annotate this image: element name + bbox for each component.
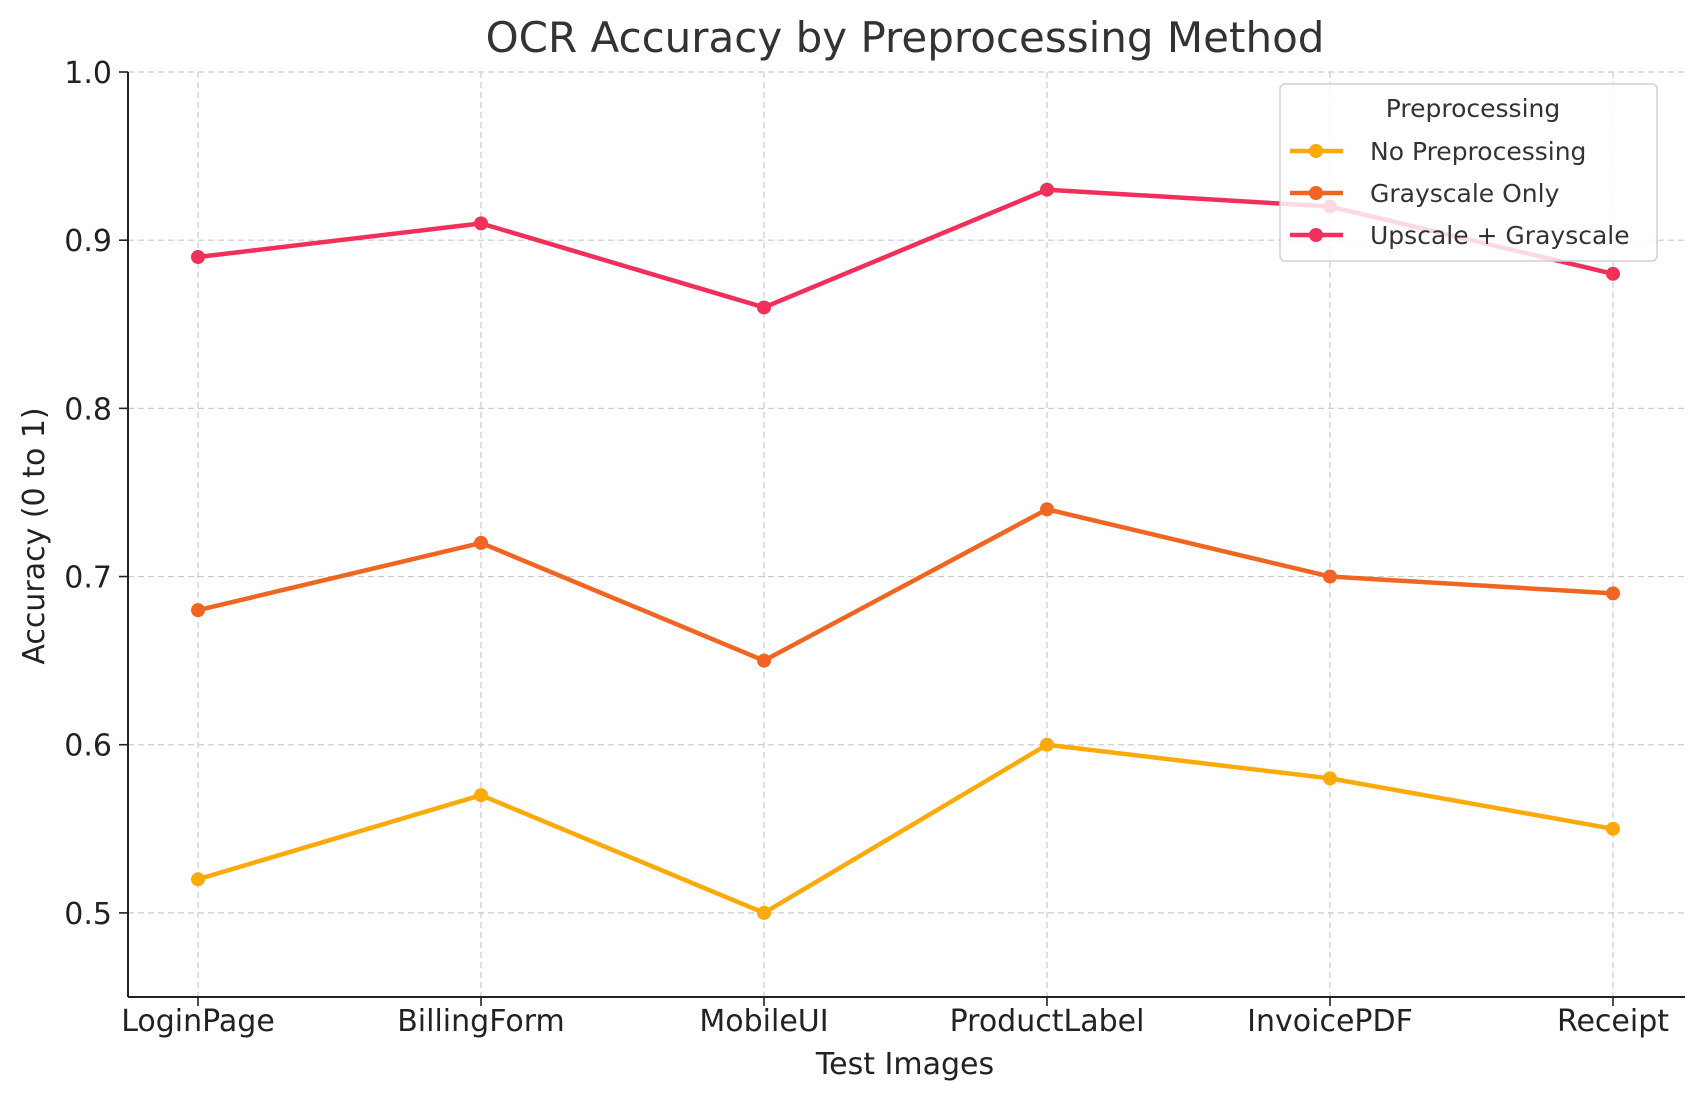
y-tick-label: 0.8 (64, 392, 112, 427)
legend-item: Upscale + Grayscale (1290, 221, 1630, 250)
y-tick-label: 0.6 (64, 729, 112, 764)
y-tick-label: 0.5 (64, 897, 112, 932)
x-axis-label: Test Images (815, 1047, 994, 1082)
data-point (191, 250, 205, 264)
axes (119, 71, 1685, 1006)
legend-items: No Preprocessing Grayscale Only Upscale + … (1290, 137, 1630, 250)
data-point (757, 300, 771, 315)
data-point (1606, 821, 1620, 836)
data-point (1606, 586, 1620, 601)
x-tick-label: Receipt (1557, 1004, 1669, 1039)
legend-item: No Preprocessing (1290, 137, 1586, 166)
data-point (474, 216, 488, 231)
data-point (191, 872, 205, 887)
data-point (474, 788, 488, 803)
data-point (1040, 502, 1054, 517)
data-point (191, 603, 205, 618)
y-tick-label: 1.0 (64, 56, 112, 91)
series-lines (191, 182, 1620, 920)
data-point (1323, 569, 1337, 584)
legend-swatch-marker (1309, 228, 1323, 242)
x-tick-label: LoginPage (121, 1004, 275, 1039)
x-tick-label: MobileUI (699, 1004, 828, 1039)
data-point (1040, 182, 1054, 197)
series-line (195, 742, 1616, 916)
legend-box (1279, 83, 1658, 262)
x-tick-label: BillingForm (397, 1004, 565, 1039)
series-1 (191, 502, 1620, 668)
legend-swatch-marker (1309, 144, 1323, 158)
legend-label: Upscale + Grayscale (1370, 221, 1630, 250)
data-point (757, 653, 771, 668)
y-tick-label: 0.7 (64, 561, 112, 596)
x-tick-label: InvoicePDF (1247, 1004, 1413, 1039)
legend: Preprocessing No Preprocessing Grayscale … (1279, 83, 1658, 262)
data-point (1323, 771, 1337, 786)
chart-title: OCR Accuracy by Preprocessing Method (486, 13, 1325, 62)
legend-title: Preprocessing (1386, 94, 1560, 123)
legend-label: Grayscale Only (1370, 179, 1560, 208)
series-line (195, 507, 1616, 663)
x-tick-label: ProductLabel (950, 1004, 1145, 1039)
series-0 (191, 737, 1620, 920)
tick-labels: 0.5 0.6 0.7 0.8 0.9 1.0 LoginPage BillingForm Mo… (64, 56, 1669, 1039)
y-axis-label: Accuracy (0 to 1) (17, 407, 52, 664)
legend-label: No Preprocessing (1370, 137, 1586, 166)
data-point (1040, 737, 1054, 752)
data-point (757, 905, 771, 920)
legend-item: Grayscale Only (1290, 179, 1560, 208)
data-point (474, 535, 488, 550)
data-point (1606, 266, 1620, 281)
legend-swatch-marker (1309, 186, 1323, 200)
y-tick-label: 0.9 (64, 224, 112, 259)
